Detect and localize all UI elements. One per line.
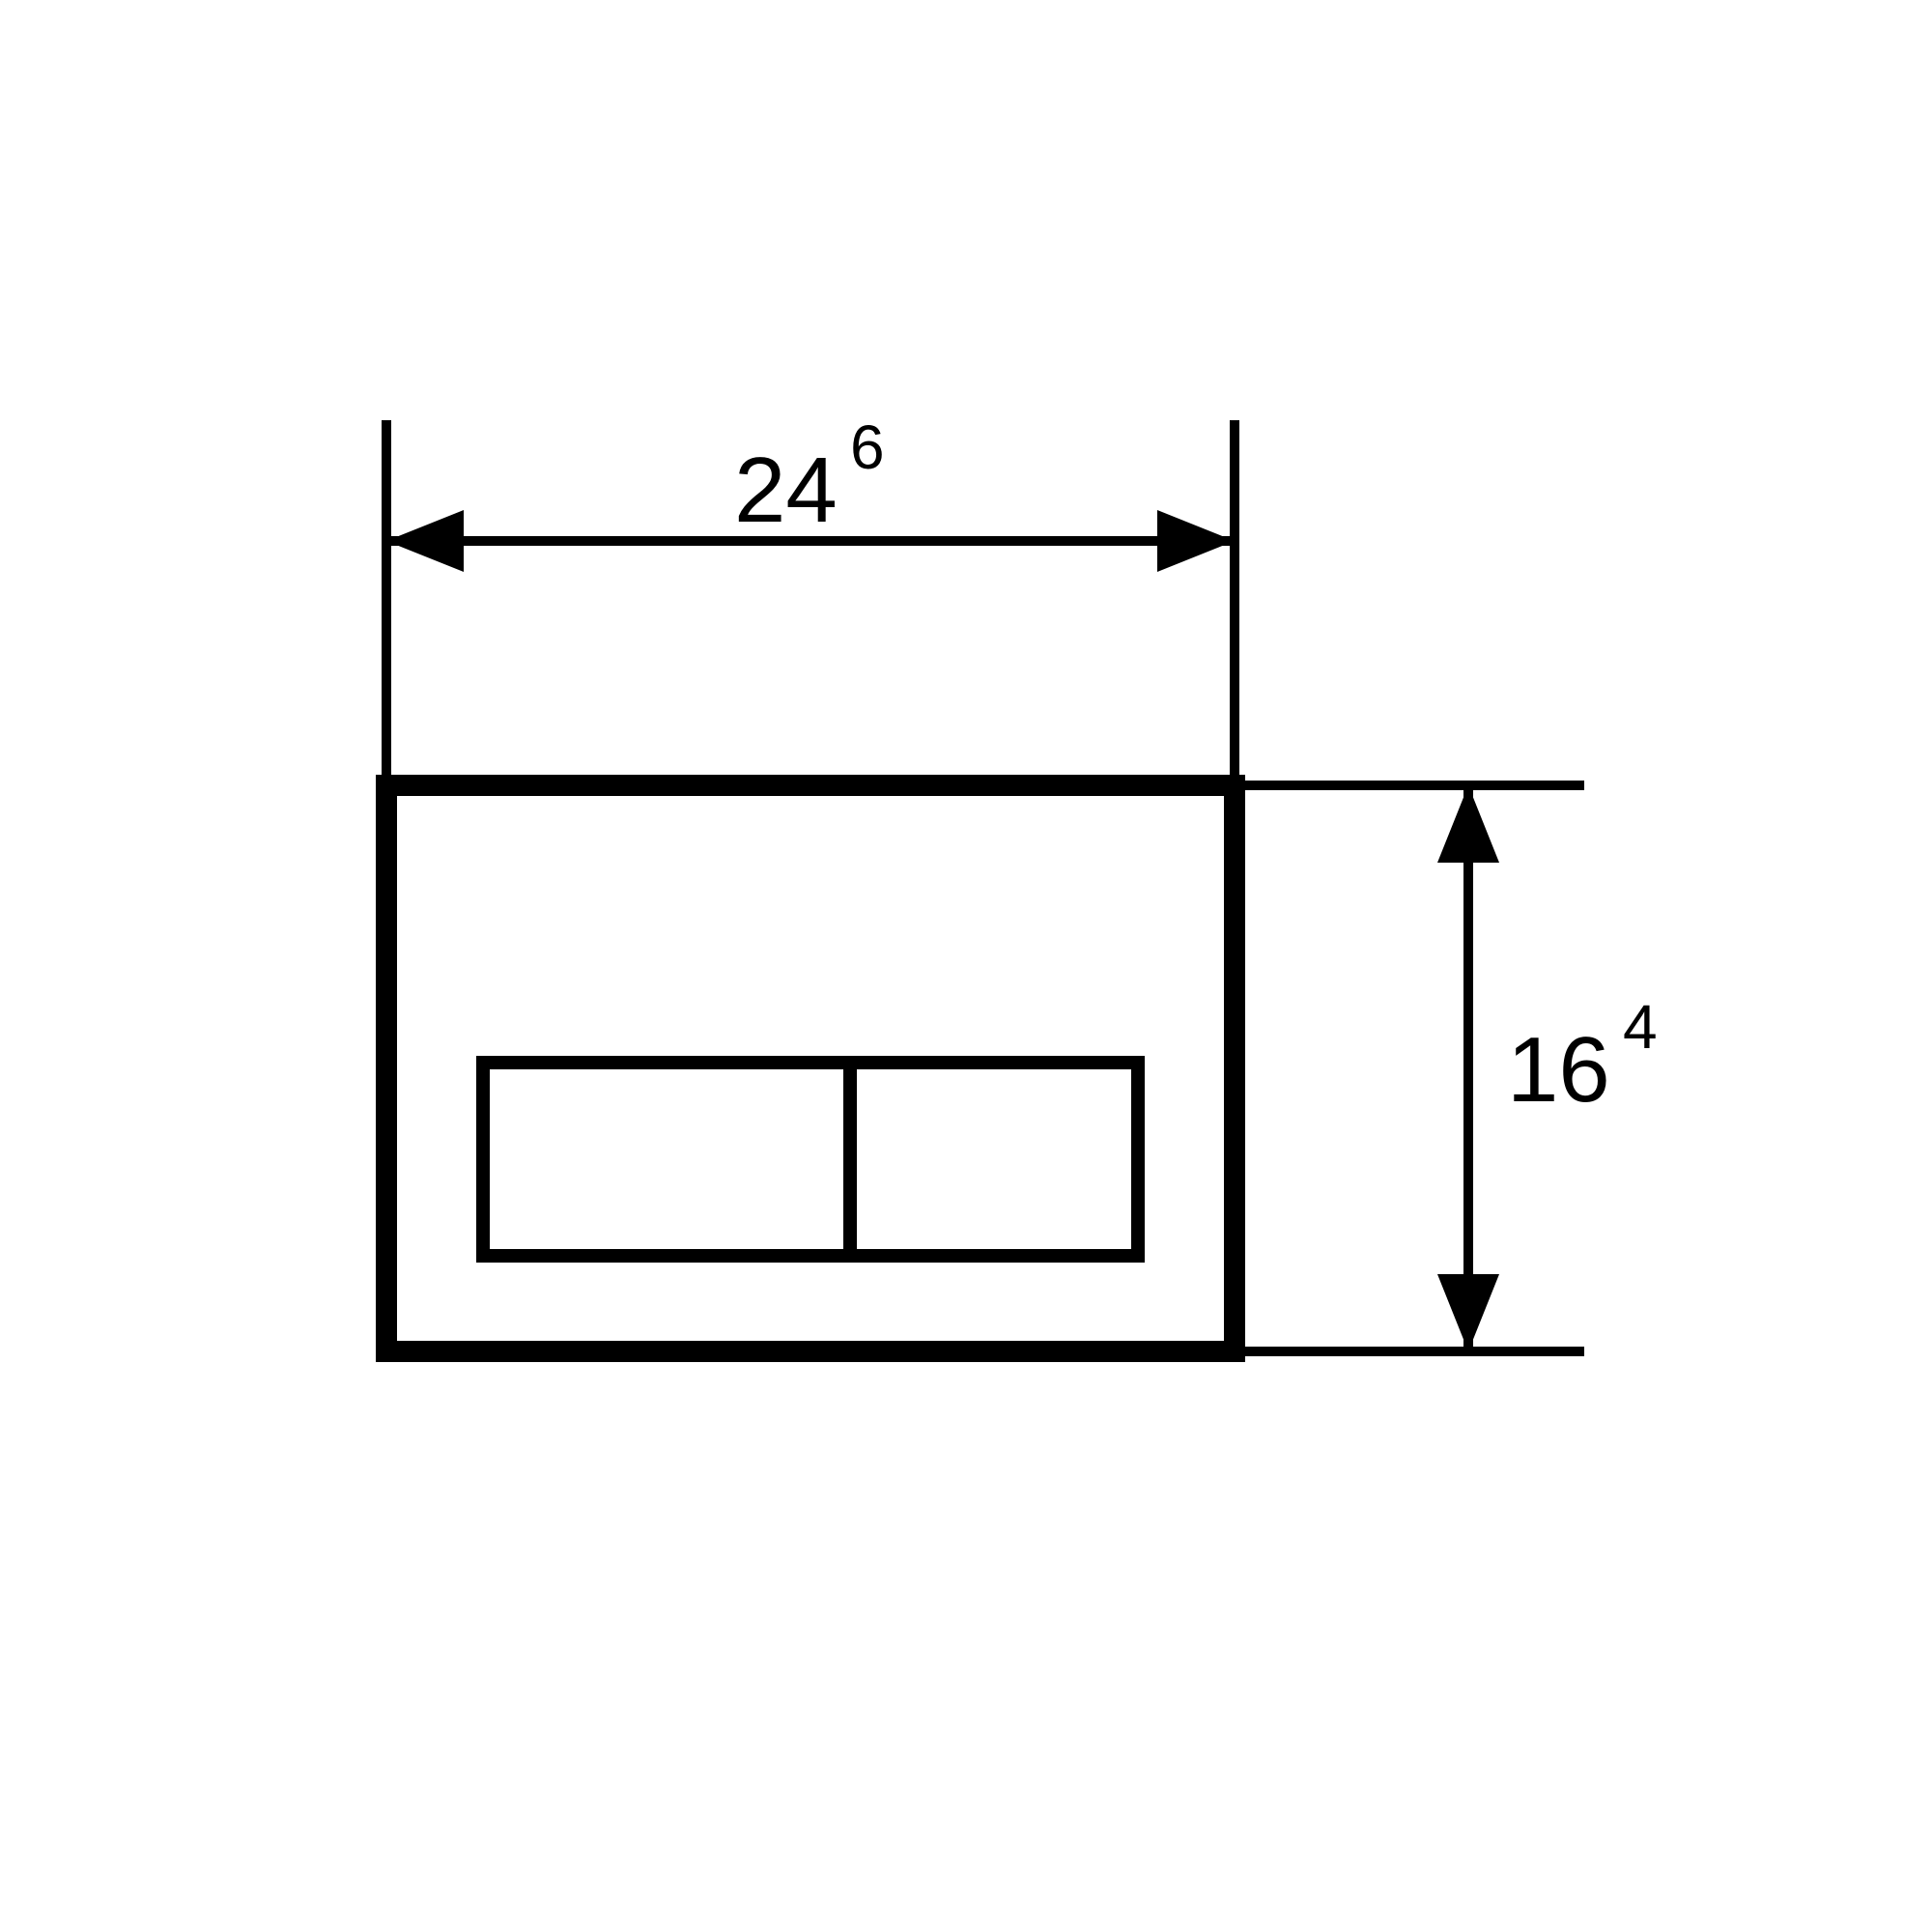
inner-button-frame — [483, 1063, 1138, 1256]
height-dim-label: 16 — [1507, 1018, 1610, 1122]
width-dim-label: 24 — [734, 439, 838, 542]
width-arrow-left — [386, 510, 464, 572]
width-arrow-right — [1157, 510, 1235, 572]
width-dim-label-sup: 6 — [850, 412, 885, 482]
height-arrow-bottom — [1437, 1274, 1499, 1351]
height-dim-label-sup: 4 — [1623, 992, 1658, 1062]
technical-drawing: 246 164 — [0, 0, 1932, 1932]
height-arrow-top — [1437, 785, 1499, 863]
